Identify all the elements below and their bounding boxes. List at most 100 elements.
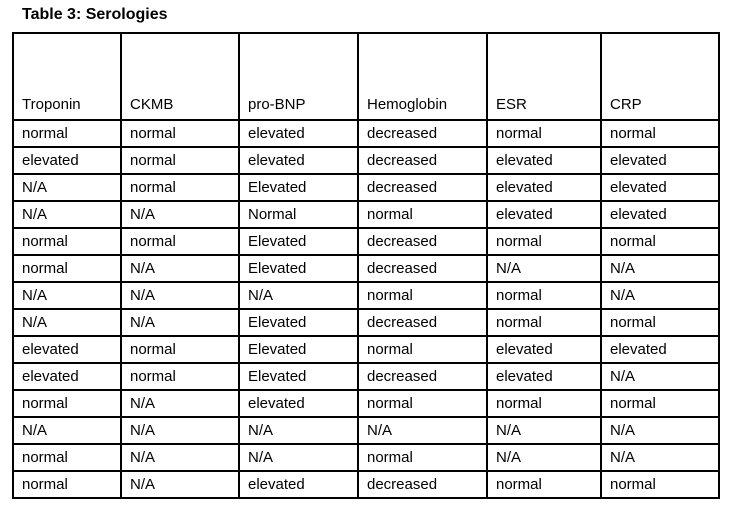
column-header-troponin: Troponin [12,32,122,121]
column-header-esr: ESR [486,32,602,121]
table-cell: decreased [357,173,488,202]
table-row: normal normal Elevated decreased normal norma… [12,227,720,256]
table-cell: decreased [357,146,488,175]
table-row: elevated normal elevated decreased elevated e… [12,146,720,175]
table-cell: normal [486,470,602,499]
table-cell: N/A [238,416,359,445]
table-cell: normal [120,119,240,148]
table-cell: decreased [357,254,488,283]
table-cell: N/A [600,362,720,391]
table-cell: normal [486,308,602,337]
table-cell: N/A [120,470,240,499]
table-row: N/A N/A N/A normal normal N/A [12,281,720,310]
table-cell: decreased [357,119,488,148]
table-cell: normal [120,227,240,256]
table-caption: Table 3: Serologies [22,6,168,23]
table-cell: normal [120,173,240,202]
table-cell: normal [600,227,720,256]
table-row: elevated normal Elevated normal elevated elev… [12,335,720,364]
table-cell: normal [120,146,240,175]
table-cell: elevated [238,389,359,418]
column-header-pro-bnp: pro-BNP [238,32,359,121]
table-cell: elevated [600,173,720,202]
table-cell: decreased [357,227,488,256]
table-cell: N/A [600,416,720,445]
table-cell: normal [357,389,488,418]
column-header-hemoglobin: Hemoglobin [357,32,488,121]
table-cell: normal [486,119,602,148]
table-cell: N/A [600,254,720,283]
table-cell: elevated [12,362,122,391]
table-cell: normal [12,119,122,148]
table-cell: elevated [12,335,122,364]
table-cell: normal [120,362,240,391]
table-row: N/A N/A Normal normal elevated elevated [12,200,720,229]
table-cell: elevated [486,362,602,391]
table-cell: normal [357,200,488,229]
table-cell: N/A [12,308,122,337]
table-cell: Elevated [238,254,359,283]
table-cell: elevated [600,335,720,364]
table-cell: normal [600,119,720,148]
table-cell: N/A [120,443,240,472]
column-header-crp: CRP [600,32,720,121]
table-cell: normal [12,254,122,283]
table-cell: N/A [486,254,602,283]
table-cell: normal [600,389,720,418]
table-cell: N/A [600,281,720,310]
table-cell: elevated [486,200,602,229]
table-cell: N/A [357,416,488,445]
table-cell: decreased [357,308,488,337]
table-row: N/A N/A Elevated decreased normal normal [12,308,720,337]
table-cell: Elevated [238,227,359,256]
table-cell: N/A [12,200,122,229]
table-cell: elevated [486,146,602,175]
table-cell: normal [600,470,720,499]
table-cell: N/A [486,443,602,472]
table-cell: decreased [357,470,488,499]
table-cell: N/A [238,281,359,310]
table-cell: N/A [238,443,359,472]
table-cell: N/A [120,308,240,337]
table-cell: Elevated [238,362,359,391]
table-cell: N/A [600,443,720,472]
table-cell: normal [357,443,488,472]
table-cell: Elevated [238,308,359,337]
column-header-ckmb: CKMB [120,32,240,121]
table-cell: Elevated [238,173,359,202]
table-cell: elevated [12,146,122,175]
table-row: elevated normal Elevated decreased elevated N… [12,362,720,391]
table-cell: normal [486,227,602,256]
table-cell: normal [12,443,122,472]
table-cell: N/A [12,173,122,202]
table-cell: normal [357,335,488,364]
table-cell: elevated [238,119,359,148]
table-cell: decreased [357,362,488,391]
table-cell: N/A [12,416,122,445]
table-cell: normal [600,308,720,337]
table-cell: N/A [120,281,240,310]
table-cell: normal [12,227,122,256]
table-cell: Normal [238,200,359,229]
table-cell: N/A [120,389,240,418]
table-row: normal normal elevated decreased normal norma… [12,119,720,148]
table-cell: elevated [600,200,720,229]
table-cell: N/A [120,416,240,445]
table-row: N/A normal Elevated decreased elevated elevat… [12,173,720,202]
table-row: normal N/A N/A normal N/A N/A [12,443,720,472]
table-cell: elevated [600,146,720,175]
table-cell: normal [12,470,122,499]
table-cell: elevated [486,335,602,364]
table-cell: normal [486,389,602,418]
table-cell: N/A [120,254,240,283]
table-cell: elevated [486,173,602,202]
table-cell: elevated [238,470,359,499]
table-body: normal normal elevated decreased normal norma… [12,119,720,499]
table-row: normal N/A elevated decreased normal normal [12,470,720,499]
table-cell: N/A [486,416,602,445]
table-cell: elevated [238,146,359,175]
table-cell: normal [120,335,240,364]
table-cell: normal [12,389,122,418]
header-row: Troponin CKMB pro-BNP Hemoglobin ESR CRP [12,32,720,121]
